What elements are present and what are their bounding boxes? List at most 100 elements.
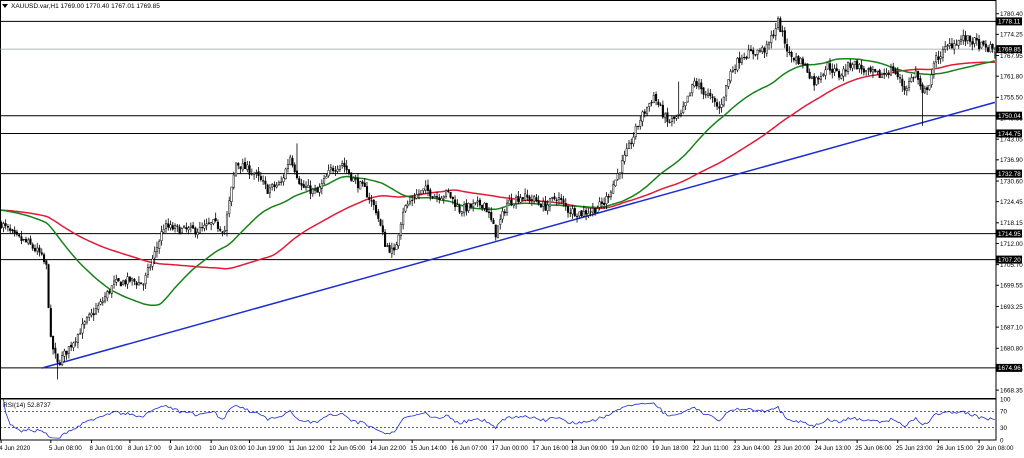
candle-body — [524, 193, 527, 201]
candle — [878, 68, 881, 78]
candle — [262, 175, 265, 185]
candle-body — [194, 227, 197, 235]
y-tick-label: 1705.70 — [1000, 262, 1023, 269]
candle — [433, 193, 436, 199]
y-tick-label: 1743.05 — [1000, 136, 1023, 143]
candle — [971, 37, 974, 51]
candle-body — [198, 227, 201, 234]
candle — [230, 186, 233, 207]
candle — [336, 165, 339, 174]
y-tick-label: 1687.10 — [1000, 324, 1023, 331]
candle-body — [736, 58, 739, 71]
candle-body — [842, 68, 845, 77]
candle-body — [63, 350, 66, 357]
candle-body — [160, 231, 163, 241]
candle-body — [790, 52, 793, 57]
candle — [652, 91, 655, 104]
candle — [194, 226, 197, 238]
candle-body — [316, 188, 319, 193]
candle-body — [173, 225, 177, 229]
candle-body — [70, 344, 73, 348]
candle-body — [957, 40, 960, 46]
candle-body — [417, 193, 420, 195]
level-price-label: 1778.11 — [998, 19, 1021, 26]
y-tick-label: 1718.15 — [1000, 220, 1023, 227]
candle-body — [779, 18, 782, 33]
level-price-tag — [996, 255, 1022, 264]
candle — [521, 196, 524, 203]
candle-body — [108, 290, 111, 294]
x-tick-label: 5 Jun 08:00 — [49, 445, 82, 452]
candle — [63, 348, 66, 362]
candle-body — [752, 50, 755, 55]
candle-body — [372, 199, 375, 206]
candle — [232, 171, 235, 190]
candle-body — [58, 363, 61, 366]
candle-body — [115, 279, 118, 283]
candle — [370, 194, 373, 207]
candle-body — [487, 211, 491, 214]
candle-body — [727, 79, 730, 87]
candle-body — [519, 197, 522, 203]
candle — [108, 289, 111, 295]
candle-body — [937, 56, 940, 60]
candle — [205, 218, 208, 231]
trendline[interactable] — [41, 101, 996, 369]
candle-body — [609, 191, 612, 197]
candle-body — [205, 223, 208, 226]
candle-body — [537, 200, 540, 204]
candle — [137, 276, 140, 286]
candle — [212, 218, 215, 226]
candle — [959, 35, 963, 45]
candle — [837, 69, 841, 81]
candle-body — [666, 112, 669, 122]
candle-body — [939, 56, 942, 59]
candle-body — [390, 247, 393, 254]
candle-body — [275, 184, 278, 188]
candle-body — [847, 62, 850, 72]
x-tick-label: 8 Jun 01:00 — [89, 445, 122, 452]
candle-body — [975, 37, 978, 41]
candle — [806, 63, 809, 74]
candle-body — [381, 225, 384, 233]
chart-frame — [0, 0, 997, 399]
candle — [598, 197, 601, 211]
candle-body — [221, 231, 224, 233]
candle — [623, 150, 626, 165]
candle — [824, 66, 827, 80]
candle-body — [406, 203, 409, 207]
candle-body — [81, 323, 84, 334]
candle-body — [605, 196, 608, 205]
candle — [860, 59, 863, 75]
candle — [375, 201, 378, 216]
candle — [767, 41, 771, 50]
candle — [519, 193, 522, 203]
candle-body — [801, 58, 804, 65]
triangle-down-icon[interactable] — [2, 4, 8, 8]
candle-body — [264, 180, 267, 185]
candle — [4, 219, 7, 230]
candle-body — [587, 212, 590, 216]
candle — [343, 157, 346, 173]
candle — [487, 206, 491, 219]
candle-body — [788, 51, 791, 53]
candle — [876, 70, 879, 75]
candle-body — [384, 231, 387, 247]
candle — [426, 179, 430, 197]
candle — [445, 189, 448, 199]
candle — [585, 207, 588, 221]
candle — [417, 189, 420, 200]
candle-body — [277, 182, 280, 185]
candle-body — [512, 203, 515, 206]
candle-body — [377, 211, 380, 219]
candle-body — [505, 202, 509, 213]
candle — [101, 297, 104, 306]
candle — [790, 50, 793, 63]
candle-body — [162, 228, 165, 233]
candle — [189, 222, 192, 233]
candle-body — [314, 189, 317, 191]
level-price-tag — [996, 169, 1022, 178]
candle — [657, 99, 660, 108]
